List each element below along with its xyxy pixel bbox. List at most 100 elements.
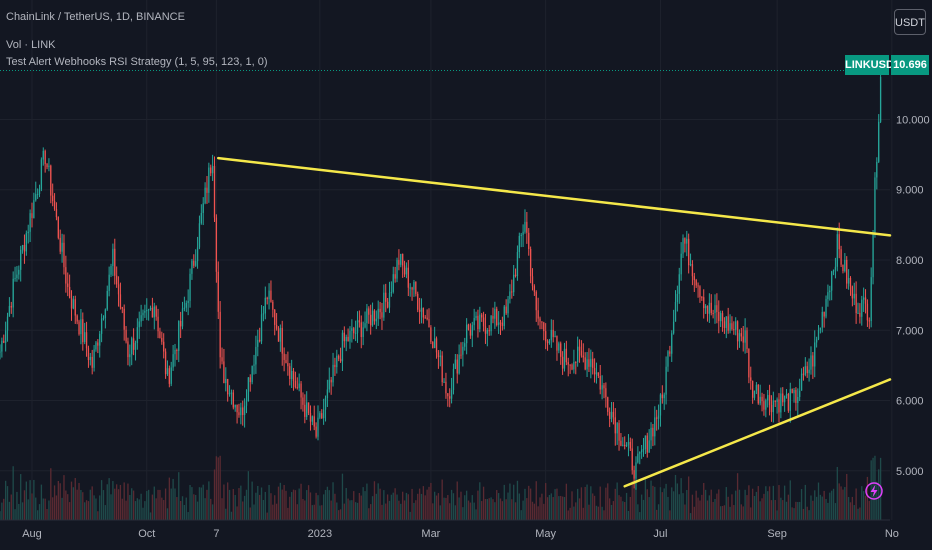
volume-bar <box>8 501 11 520</box>
candle-body <box>646 435 648 453</box>
price-axis[interactable]: 5.000 6.000 7.000 8.000 9.000 10.000 <box>896 114 930 477</box>
candle-body <box>763 401 765 410</box>
volume-bar <box>48 500 50 520</box>
volume-bar <box>35 497 37 520</box>
candle-body <box>561 356 564 369</box>
candle-body <box>477 315 479 330</box>
volume-bar <box>206 489 208 520</box>
volume-bar <box>770 500 773 520</box>
volume-bar <box>38 504 41 520</box>
candle-body <box>317 417 319 437</box>
volume-bar <box>21 502 24 520</box>
volume-legend[interactable]: Vol · LINK <box>6 39 56 51</box>
volume-bar <box>164 488 167 520</box>
volume-bar <box>757 486 759 520</box>
volume-bar <box>608 498 611 520</box>
candle-body <box>292 370 295 381</box>
volume-bar <box>257 485 259 520</box>
volume-bar <box>851 496 854 520</box>
candle-body <box>228 393 231 395</box>
volume-bar <box>185 497 187 520</box>
candle-body <box>50 165 52 196</box>
volume-bar <box>571 491 573 520</box>
volume-bar <box>503 484 505 520</box>
candle-body <box>731 323 733 330</box>
volume-bar <box>644 478 647 520</box>
candle-body <box>778 399 780 413</box>
candle-body <box>61 242 63 252</box>
candle-body <box>210 167 212 174</box>
candle-body <box>671 333 673 354</box>
candle-body <box>25 233 28 252</box>
candle-body <box>774 400 776 402</box>
candle-body <box>654 417 656 437</box>
candle-body <box>193 260 195 266</box>
candle-body <box>785 394 788 396</box>
strategy-legend[interactable]: Test Alert Webhooks RSI Strategy (1, 5, … <box>6 56 268 68</box>
volume-bar <box>381 504 383 520</box>
candle-body <box>138 321 140 328</box>
candle-body <box>755 384 758 391</box>
candle-body <box>718 311 720 322</box>
candle-body <box>686 238 688 244</box>
volume-bar <box>447 495 449 520</box>
candle-body <box>80 319 82 335</box>
volume-bar <box>629 496 631 520</box>
candle-body <box>703 297 705 309</box>
candle-body <box>398 260 400 265</box>
candle-body <box>735 321 737 330</box>
candle-body <box>164 351 167 375</box>
volume-bar <box>793 508 795 520</box>
volume-bar <box>864 495 867 520</box>
candle-body <box>298 383 300 388</box>
volume-bar <box>290 492 293 520</box>
volume-bar <box>435 495 438 520</box>
candle-body <box>738 333 741 342</box>
candle-body <box>450 390 453 399</box>
candle-body <box>514 274 517 277</box>
candle-body <box>262 313 265 315</box>
candle-body <box>377 308 379 319</box>
candle-body <box>87 348 90 361</box>
last-price-tag: 10.696 <box>891 55 929 75</box>
candle-body <box>859 312 861 317</box>
candle-body <box>78 321 80 335</box>
candle-body <box>541 321 543 323</box>
volume-bar <box>213 469 216 520</box>
candle-body <box>306 402 308 417</box>
candle-body <box>104 309 107 318</box>
volume-bar <box>134 501 137 520</box>
volume-bar <box>511 499 513 520</box>
symbol-legend[interactable]: ChainLink / TetherUS, 1D, BINANCE <box>6 11 185 23</box>
volume-bar <box>294 490 297 520</box>
candle-body <box>10 306 12 308</box>
candle-body <box>315 426 317 437</box>
volume-bar <box>460 491 462 520</box>
currency-button[interactable]: USDT <box>894 9 926 35</box>
time-tick-label: Oct <box>138 528 155 540</box>
candle-body <box>52 195 54 202</box>
candle-body <box>546 341 549 344</box>
candle-body <box>441 355 443 383</box>
candle-body <box>390 291 393 293</box>
candle-body <box>206 187 208 193</box>
candle-body <box>114 248 116 276</box>
candle-body <box>371 310 374 326</box>
volume-bar <box>210 498 212 520</box>
volume-bar <box>390 494 393 520</box>
candle-body <box>260 314 263 342</box>
candle-body <box>102 317 105 319</box>
volume-bar <box>121 498 123 520</box>
candle-body <box>753 390 756 398</box>
volume-bar <box>710 489 712 520</box>
time-axis[interactable]: Aug Oct 7 2023 Mar May Jul Sep No <box>0 519 899 540</box>
candle-body <box>53 201 56 209</box>
volume-bar <box>590 486 592 520</box>
volume-bar <box>27 499 29 520</box>
candle-body <box>48 165 50 168</box>
candle-body <box>257 339 259 347</box>
volume-bar <box>1 502 3 520</box>
candle-body <box>366 308 368 324</box>
alert-bolt[interactable] <box>865 482 883 500</box>
